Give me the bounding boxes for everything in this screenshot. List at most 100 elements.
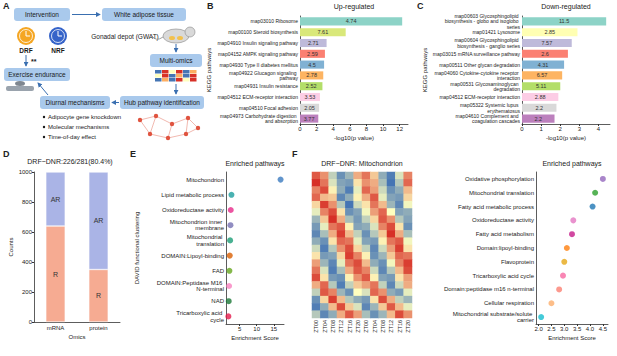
svg-text:Fatty acid metabolism: Fatty acid metabolism [476,231,534,237]
svg-text:10: 10 [380,126,387,132]
svg-text:Exercise endurance: Exercise endurance [8,71,66,78]
svg-text:carrier: carrier [517,317,534,323]
svg-text:biosynthesis - ganglio series: biosynthesis - ganglio series [457,43,520,49]
svg-text:2.2: 2.2 [535,105,543,111]
svg-text:4.5: 4.5 [599,326,608,332]
svg-text:2.5: 2.5 [547,326,556,332]
svg-text:2: 2 [559,126,563,132]
svg-text:map04930 Type II diabetes mell: map04930 Type II diabetes mellitus [219,62,298,68]
svg-text:membrane: membrane [195,225,224,231]
svg-text:**: ** [31,58,37,65]
svg-text:Mitochondrion inner: Mitochondrion inner [170,219,224,225]
svg-text:Domain:lipoyl-binding: Domain:lipoyl-binding [477,245,534,251]
svg-text:Up-regulated: Up-regulated [334,3,375,11]
svg-text:Oxidoreductase activity: Oxidoreductase activity [472,217,534,223]
svg-text:DAVID functional clustering: DAVID functional clustering [134,212,140,285]
svg-text:ZT20: ZT20 [405,320,411,333]
svg-text:1: 1 [539,126,543,132]
svg-text:DRF: DRF [19,47,32,54]
svg-text:3.53: 3.53 [305,94,316,100]
svg-text:Hub pathway identification: Hub pathway identification [124,99,200,107]
svg-text:degradation: degradation [494,86,521,92]
svg-text:6: 6 [348,126,352,132]
svg-text:map03015 mRNA surveillance pat: map03015 mRNA surveillance pathway [433,51,521,57]
svg-text:6.57: 6.57 [537,72,548,78]
svg-text:2.59: 2.59 [307,51,318,57]
svg-text:A: A [3,1,10,11]
svg-text:map00100 Steroid biosynthesis: map00100 Steroid biosynthesis [228,29,298,35]
svg-text:KEGG pathways: KEGG pathways [422,48,428,92]
svg-text:200: 200 [22,289,33,295]
svg-text:D: D [3,149,10,159]
svg-text:ZT04: ZT04 [372,320,378,333]
svg-text:Tricarboxylic acid cycle: Tricarboxylic acid cycle [473,273,535,279]
svg-text:2.78: 2.78 [306,72,317,78]
svg-text:5.11: 5.11 [536,83,546,89]
svg-text:5: 5 [238,326,242,332]
svg-text:-log10(p value): -log10(p value) [546,135,586,141]
svg-text:4: 4 [597,126,601,132]
svg-text:Oxidative phosphorylation: Oxidative phosphorylation [465,176,534,182]
svg-text:map00511 Other glycan degradat: map00511 Other glycan degradation [439,62,520,68]
svg-text:4.31: 4.31 [538,62,549,68]
svg-text:2.52: 2.52 [306,83,317,89]
svg-text:B: B [207,1,214,11]
svg-text:ZT00: ZT00 [363,320,369,333]
svg-text:ZT00: ZT00 [313,320,319,333]
svg-text:FAD: FAD [212,268,224,274]
svg-text:ZT16: ZT16 [397,320,403,333]
svg-text:10: 10 [253,326,260,332]
svg-text:pathway: pathway [279,75,298,81]
svg-text:0: 0 [29,319,33,325]
svg-text:7.57: 7.57 [542,40,553,46]
svg-text:3.77: 3.77 [304,116,315,122]
svg-text:2.71: 2.71 [308,40,319,46]
svg-text:mRNA: mRNA [47,325,65,331]
svg-text:ZT12: ZT12 [338,320,344,333]
svg-text:1000: 1000 [19,169,33,175]
svg-text:protein: protein [89,325,107,331]
svg-text:White adipose tissue: White adipose tissue [114,11,174,19]
svg-text:Flavoprotein: Flavoprotein [501,259,534,265]
svg-text:Cellular respiration: Cellular respiration [484,300,534,306]
svg-text:Mitochondrial translation: Mitochondrial translation [469,190,534,196]
svg-text:7.61: 7.61 [317,29,328,35]
svg-text:600: 600 [22,229,33,235]
svg-text:Mitochondrion: Mitochondrion [186,177,224,183]
svg-text:N-terminal: N-terminal [196,286,224,292]
svg-text:2.88: 2.88 [535,94,546,100]
svg-text:DOMAIN:Peptidase M16: DOMAIN:Peptidase M16 [157,280,224,286]
svg-text:4.0: 4.0 [586,326,595,332]
svg-text:DRF~DNR: Mitochondrion: DRF~DNR: Mitochondrion [321,160,403,167]
svg-text:Enriched pathways: Enriched pathways [542,160,602,168]
svg-text:DOMAIN:Lipoyl-binding: DOMAIN:Lipoyl-binding [161,253,224,259]
svg-text:4.74: 4.74 [346,18,357,24]
svg-text:2: 2 [315,126,319,132]
svg-text:Enrichment Score: Enrichment Score [231,335,279,341]
svg-text:Oxidoreductase activity: Oxidoreductase activity [162,207,224,213]
svg-text:Enriched pathways: Enriched pathways [225,160,285,168]
svg-text:ZT20: ZT20 [355,320,361,333]
svg-text:2.6: 2.6 [541,51,549,57]
svg-text:Adipocyte gene knockdown: Adipocyte gene knockdown [48,114,121,120]
svg-text:Counts: Counts [8,237,14,256]
svg-text:ZT12: ZT12 [388,320,394,333]
svg-text:8: 8 [365,126,369,132]
svg-text:-log10(p value): -log10(p value) [334,135,374,141]
svg-text:3.0: 3.0 [560,326,569,332]
svg-text:translation: translation [196,241,224,247]
svg-text:Time-of-day effect: Time-of-day effect [48,134,96,140]
svg-text:Domain:peptidase m16 n-termina: Domain:peptidase m16 n-terminal [444,286,534,292]
svg-text:Down-regulated: Down-regulated [541,3,591,11]
svg-text:Tricarboxylic acid: Tricarboxylic acid [176,310,224,316]
svg-text:NRF: NRF [51,47,64,54]
svg-text:map04910 Insulin signaling pat: map04910 Insulin signaling pathway [217,40,298,46]
svg-text:map04510 Focal adhesion: map04510 Focal adhesion [239,105,298,111]
svg-text:12: 12 [396,126,403,132]
svg-text:0: 0 [520,126,524,132]
svg-text:0: 0 [298,126,302,132]
svg-text:3: 3 [578,126,582,132]
svg-text:ZT04: ZT04 [322,320,328,333]
svg-text:AR: AR [51,196,61,203]
svg-text:400: 400 [22,259,33,265]
